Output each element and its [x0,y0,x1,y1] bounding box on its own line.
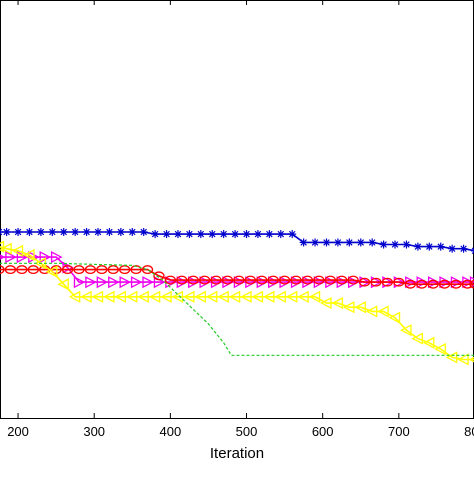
x-tick-label-200: 200 [7,424,29,439]
data-point-s1-36 [391,241,399,249]
data-point-s1-12 [117,228,125,236]
x-axis: 200 300 400 500 600 700 800 [7,0,474,439]
data-point-s1-29 [311,238,319,246]
x-tick-label-600: 600 [312,424,334,439]
data-point-s1-24 [254,230,262,238]
data-point-s1-3 [14,228,22,236]
data-point-s1-35 [380,241,388,249]
data-point-s1-10 [94,228,102,236]
data-point-s1-30 [322,238,330,246]
data-point-s1-17 [174,230,182,238]
data-point-s1-11 [105,228,113,236]
x-tick-label-500: 500 [236,424,258,439]
data-point-s1-14 [140,228,148,236]
data-point-s1-21 [220,230,228,238]
data-point-s1-27 [288,230,296,238]
data-point-s1-19 [197,230,205,238]
data-point-s1-42 [460,245,468,253]
data-point-s1-16 [163,230,171,238]
x-tick-label-300: 300 [83,424,105,439]
data-point-s1-2 [3,228,11,236]
data-point-s1-31 [334,238,342,246]
x-tick-label-800: 800 [464,424,474,439]
data-point-s1-7 [60,228,68,236]
data-point-s1-33 [357,238,365,246]
x-tick-label-400: 400 [160,424,182,439]
data-point-s1-40 [437,243,445,251]
data-point-s1-25 [265,230,273,238]
data-point-s1-13 [128,228,136,236]
data-point-s1-34 [368,238,376,246]
data-point-s1-38 [414,243,422,251]
data-point-s1-9 [83,228,91,236]
series-layer [0,228,474,364]
data-point-s1-15 [151,230,159,238]
data-point-s1-41 [448,245,456,253]
data-point-s1-39 [425,243,433,251]
data-point-s1-23 [243,230,251,238]
data-point-s1-18 [185,230,193,238]
data-point-s1-37 [402,241,410,249]
x-tick-label-700: 700 [388,424,410,439]
data-point-s1-20 [208,230,216,238]
data-point-s1-5 [37,228,45,236]
x-axis-label: Iteration [210,445,264,462]
data-point-s1-8 [71,228,79,236]
data-point-s1-32 [345,238,353,246]
data-point-s1-26 [277,230,285,238]
data-point-s1-22 [231,230,239,238]
data-point-s1-6 [48,228,56,236]
data-point-s1-28 [300,238,308,246]
data-point-s1-4 [25,228,33,236]
series-line-1 [0,232,474,251]
